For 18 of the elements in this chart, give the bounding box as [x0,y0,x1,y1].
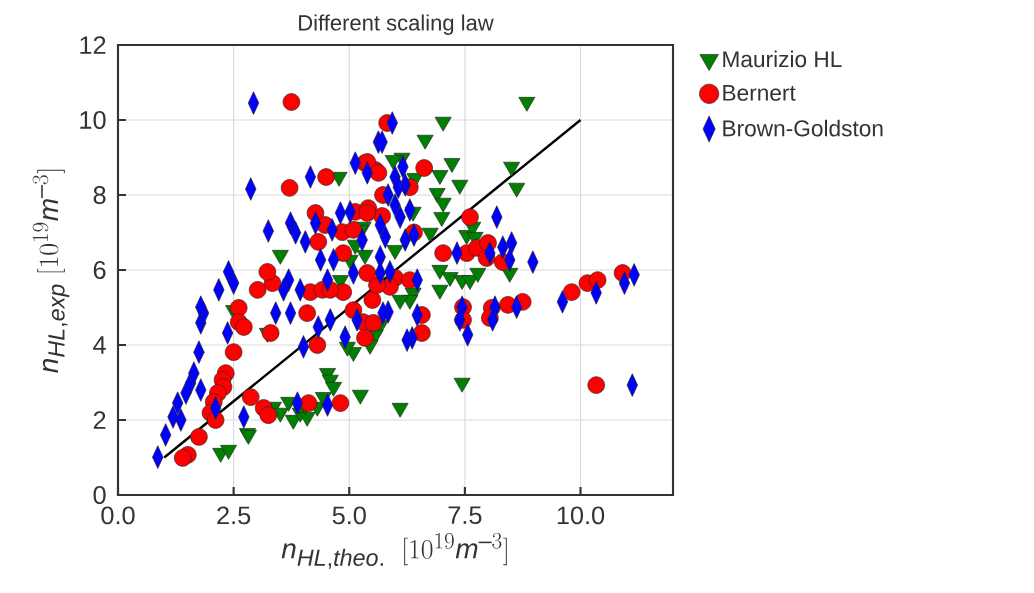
chart-title: Different scaling law [299,14,494,35]
y-tick-label: 8 [93,186,106,204]
y-tick-label: 12 [80,36,106,54]
legend-label: Bernert [723,85,796,101]
y-tick-label: 6 [93,261,106,279]
y-tick-label: 4 [93,336,106,354]
x-tick-label: 0.0 [101,506,135,525]
x-tick-label: 5.0 [332,506,366,525]
y-axis-title: $n_{HL,exp}\ [10^{19}m^{-3}]$ [32,169,70,373]
y-tick-label: 0 [93,486,106,504]
legend-label: Brown-Goldston [723,119,883,137]
y-tick-label: 10 [80,111,106,129]
x-axis-title: $n_{HL,theo.}\ \ [10^{19}m^{-3}]$ [281,533,507,569]
x-tick-label: 10.0 [557,506,605,525]
x-tick-label: 7.5 [448,506,482,525]
x-tick-label: 2.5 [217,506,251,525]
legend-label: Maurizio HL [723,50,842,68]
y-tick-label: 2 [93,411,106,429]
